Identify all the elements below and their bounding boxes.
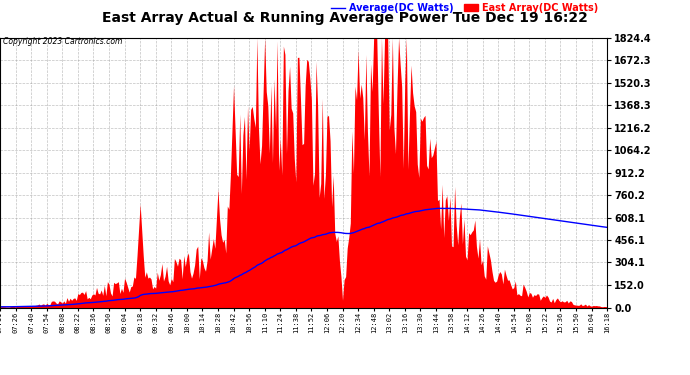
- Text: East Array Actual & Running Average Power Tue Dec 19 16:22: East Array Actual & Running Average Powe…: [102, 11, 588, 25]
- Legend: Average(DC Watts), East Array(DC Watts): Average(DC Watts), East Array(DC Watts): [327, 0, 602, 17]
- Text: Copyright 2023 Cartronics.com: Copyright 2023 Cartronics.com: [3, 38, 123, 46]
